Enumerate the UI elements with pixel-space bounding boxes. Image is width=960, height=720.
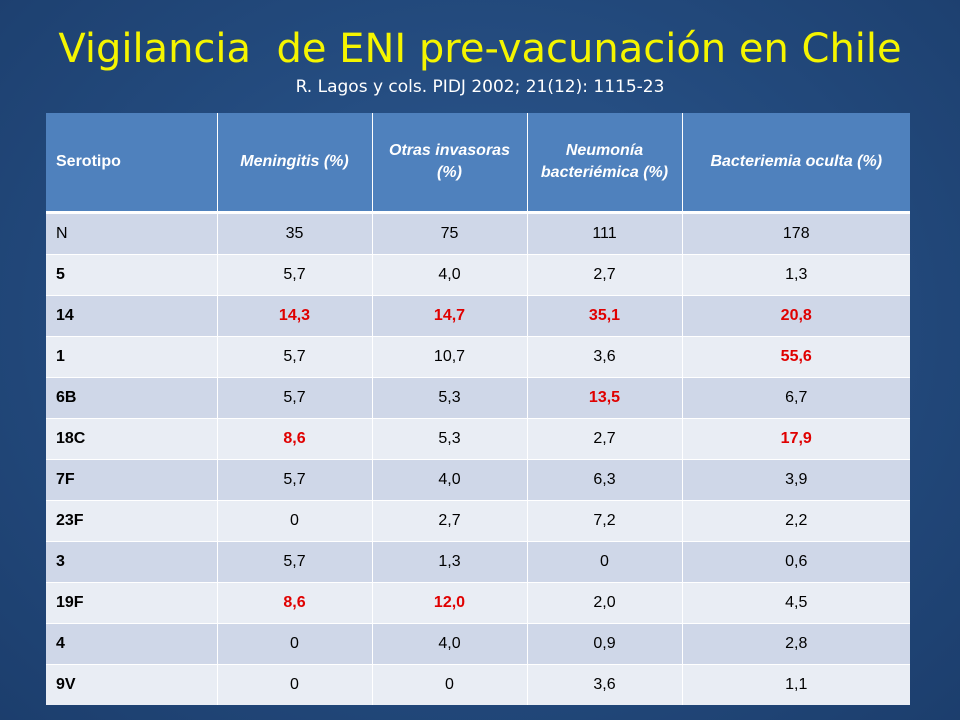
cell-value: 2,2 — [681, 500, 910, 542]
table-header-row: Serotipo Meningitis (%) Otras invasoras … — [46, 113, 910, 214]
cell-serotype: 3 — [46, 541, 217, 583]
header-bacteriemia: Bacteriemia oculta (%) — [681, 113, 910, 214]
table-row: 9V 0 0 3,6 1,1 — [46, 664, 910, 705]
cell-value: 5,7 — [216, 541, 372, 583]
cell-value: 14,3 — [216, 295, 372, 337]
cell-value: 7,2 — [526, 500, 682, 542]
cell-serotype: 9V — [46, 664, 217, 705]
cell-serotype: 4 — [46, 623, 217, 665]
cell-value: 5,7 — [216, 336, 372, 378]
table-row: 23F 0 2,7 7,2 2,2 — [46, 500, 910, 542]
cell-value: 5,3 — [371, 418, 527, 460]
cell-value: 14,7 — [371, 295, 527, 337]
cell-value: 2,7 — [371, 500, 527, 542]
table-row: 3 5,7 1,3 0 0,6 — [46, 541, 910, 583]
serotype-table: Serotipo Meningitis (%) Otras invasoras … — [46, 113, 910, 705]
header-meningitis: Meningitis (%) — [216, 113, 372, 214]
slide-subtitle: R. Lagos y cols. PIDJ 2002; 21(12): 1115… — [295, 77, 665, 97]
cell-value: 2,0 — [526, 582, 682, 624]
table-row: 4 0 4,0 0,9 2,8 — [46, 623, 910, 665]
cell-serotype: 14 — [46, 295, 217, 337]
cell-value: 5,7 — [216, 459, 372, 501]
cell-serotype: 23F — [46, 500, 217, 542]
cell-value: 8,6 — [216, 418, 372, 460]
cell-value: 1,3 — [681, 254, 910, 296]
cell-serotype: N — [46, 212, 217, 255]
cell-value: 2,7 — [526, 418, 682, 460]
slide-title: Vigilancia de ENI pre-vacunación en Chil… — [58, 26, 902, 72]
cell-value: 13,5 — [526, 377, 682, 419]
table-row: 18C 8,6 5,3 2,7 17,9 — [46, 418, 910, 460]
table-row: 14 14,3 14,7 35,1 20,8 — [46, 295, 910, 337]
header-neumonia: Neumonía bacteriémica (%) — [526, 113, 682, 214]
cell-value: 2,7 — [526, 254, 682, 296]
table-row: 5 5,7 4,0 2,7 1,3 — [46, 254, 910, 296]
cell-value: 35,1 — [526, 295, 682, 337]
table-row: 7F 5,7 4,0 6,3 3,9 — [46, 459, 910, 501]
table-row: 1 5,7 10,7 3,6 55,6 — [46, 336, 910, 378]
cell-serotype: 1 — [46, 336, 217, 378]
cell-value: 2,8 — [681, 623, 910, 665]
cell-value: 0 — [526, 541, 682, 583]
cell-value: 75 — [371, 212, 527, 255]
cell-value: 4,5 — [681, 582, 910, 624]
cell-value: 3,9 — [681, 459, 910, 501]
header-otras-invasoras: Otras invasoras (%) — [371, 113, 527, 214]
cell-value: 8,6 — [216, 582, 372, 624]
cell-value: 5,7 — [216, 377, 372, 419]
cell-value: 4,0 — [371, 623, 527, 665]
cell-value: 5,3 — [371, 377, 527, 419]
cell-value: 6,7 — [681, 377, 910, 419]
cell-value: 0,9 — [526, 623, 682, 665]
cell-value: 5,7 — [216, 254, 372, 296]
header-serotype: Serotipo — [46, 113, 217, 214]
cell-value: 0 — [216, 664, 372, 705]
cell-value: 6,3 — [526, 459, 682, 501]
cell-serotype: 19F — [46, 582, 217, 624]
cell-serotype: 18C — [46, 418, 217, 460]
cell-value: 0 — [216, 500, 372, 542]
cell-value: 3,6 — [526, 664, 682, 705]
cell-value: 10,7 — [371, 336, 527, 378]
cell-value: 17,9 — [681, 418, 910, 460]
cell-value: 55,6 — [681, 336, 910, 378]
table-row: N 35 75 111 178 — [46, 212, 910, 255]
cell-value: 20,8 — [681, 295, 910, 337]
cell-value: 0 — [216, 623, 372, 665]
cell-value: 178 — [681, 212, 910, 255]
cell-value: 111 — [526, 212, 682, 255]
cell-serotype: 6B — [46, 377, 217, 419]
cell-serotype: 5 — [46, 254, 217, 296]
table-row: 6B 5,7 5,3 13,5 6,7 — [46, 377, 910, 419]
cell-value: 1,3 — [371, 541, 527, 583]
cell-value: 0,6 — [681, 541, 910, 583]
table-body: N 35 75 111 178 5 5,7 4,0 2,7 1,3 14 14,3 14,7 35,1 20… — [46, 212, 910, 705]
cell-value: 35 — [216, 212, 372, 255]
table-row: 19F 8,6 12,0 2,0 4,5 — [46, 582, 910, 624]
cell-value: 0 — [371, 664, 527, 705]
cell-value: 12,0 — [371, 582, 527, 624]
cell-value: 3,6 — [526, 336, 682, 378]
cell-serotype: 7F — [46, 459, 217, 501]
cell-value: 1,1 — [681, 664, 910, 705]
cell-value: 4,0 — [371, 254, 527, 296]
cell-value: 4,0 — [371, 459, 527, 501]
